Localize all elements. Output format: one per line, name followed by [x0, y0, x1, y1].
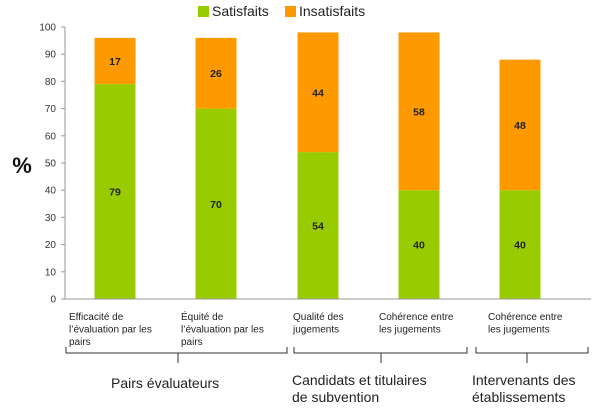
bar-unsatisfied-1	[195, 37, 237, 109]
y-tick-label: 10	[45, 267, 57, 278]
data-label: 17	[109, 56, 121, 68]
data-label: 79	[109, 187, 121, 199]
y-axis-label: %	[12, 153, 32, 178]
bar-unsatisfied-2	[297, 32, 339, 153]
data-label: 58	[413, 106, 425, 118]
y-tick-label: 100	[39, 23, 56, 34]
y-tick-label: 60	[45, 131, 57, 142]
legend-swatch-1	[285, 6, 296, 17]
data-label: 44	[312, 87, 324, 99]
category-label-2: Qualité des jugements	[292, 312, 344, 336]
bar-unsatisfied-3	[398, 32, 440, 191]
y-tick-label: 70	[45, 104, 57, 115]
data-label: 70	[210, 199, 222, 211]
category-label-1: Équité de l’évaluation par les pairs	[181, 310, 264, 348]
group-label-1: Candidats et titulaires de subvention	[292, 372, 427, 405]
bar-satisfied-4	[499, 190, 541, 299]
data-label: 26	[210, 68, 222, 80]
bar-unsatisfied-0	[94, 37, 136, 85]
category-label-4: Cohérence entre les jugements	[488, 312, 563, 336]
group-label-2: Intervenants des établissements	[472, 372, 576, 405]
group-bracket-0	[65, 347, 288, 354]
y-tick-label: 40	[45, 186, 57, 197]
bar-satisfied-1	[195, 108, 237, 299]
data-label: 40	[514, 240, 526, 252]
group-brackets: Pairs évaluateurs Candidats et titulaires…	[65, 347, 589, 405]
y-tick-label: 30	[45, 213, 57, 224]
bar-satisfied-0	[94, 84, 136, 300]
group-bracket-1	[293, 347, 468, 354]
y-tick-label: 50	[45, 159, 57, 170]
legend-swatch-0	[198, 6, 209, 17]
y-tick-label: 80	[45, 77, 57, 88]
y-tick-label: 0	[50, 295, 56, 306]
bar-unsatisfied-4	[499, 59, 541, 191]
y-tick-label: 90	[45, 50, 57, 61]
y-axis-ticks: 0 10 20 30 40 50 60 70 80 90 100	[39, 23, 66, 306]
bar-satisfied-2	[297, 152, 339, 299]
group-bracket-2	[475, 347, 589, 354]
data-label: 48	[514, 120, 526, 132]
category-labels: Efficacité de l’évaluation par les pairs Éq…	[69, 310, 563, 348]
legend-label-1: Insatisfaits	[299, 3, 365, 19]
legend-label-0: Satisfaits	[212, 3, 269, 19]
chart-legend: Satisfaits Insatisfaits	[198, 3, 365, 19]
bar-marks: 79 17 70 26 54 44 40 58 40 48	[94, 32, 541, 300]
data-label: 40	[413, 240, 425, 252]
y-tick-label: 20	[45, 240, 57, 251]
category-label-3: Cohérence entre les jugements	[379, 312, 454, 336]
category-label-0: Efficacité de l’évaluation par les pairs	[69, 312, 152, 348]
bar-satisfied-3	[398, 190, 440, 299]
data-label: 54	[312, 221, 324, 233]
group-label-0: Pairs évaluateurs	[111, 375, 219, 391]
